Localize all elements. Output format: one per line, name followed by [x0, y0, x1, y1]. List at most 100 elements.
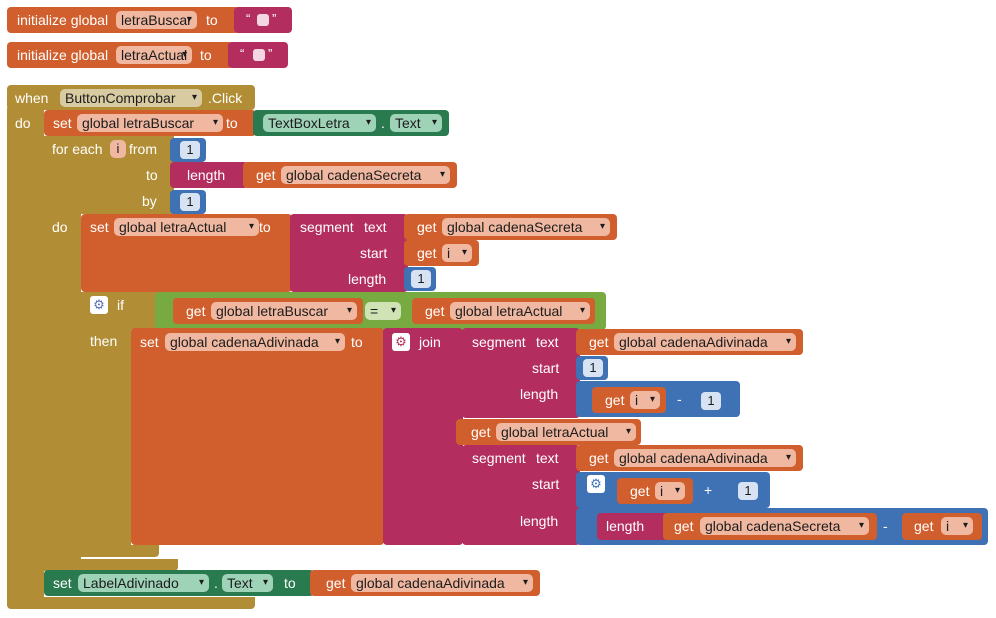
var-dropdown-global-cadenasecreta[interactable]: global cadenaSecreta: [281, 166, 450, 184]
by-keyword: by: [142, 193, 157, 209]
length-keyword: length: [606, 518, 645, 534]
var-dropdown-i[interactable]: i: [630, 391, 660, 409]
property-dropdown-text[interactable]: Text: [390, 114, 442, 132]
if-block-header[interactable]: ⚙ if: [81, 292, 159, 330]
number-minus-block[interactable]: 1: [692, 389, 728, 413]
init-global-letraactual-block[interactable]: initialize global letraActual to: [7, 42, 233, 68]
component-dropdown-buttoncomprobar[interactable]: ButtonComprobar: [60, 89, 202, 107]
number-start-block[interactable]: 1: [576, 356, 608, 380]
length-keyword: length: [520, 513, 559, 529]
when-keyword: when: [15, 90, 49, 106]
get-global-letraactual-1[interactable]: get global letraActual: [412, 298, 595, 324]
loop-var-i[interactable]: i: [110, 140, 126, 158]
component-dropdown-textboxletra[interactable]: TextBoxLetra: [263, 114, 376, 132]
get-keyword: get: [186, 303, 206, 319]
var-dropdown-i[interactable]: i: [941, 517, 973, 535]
number-by-block[interactable]: 1: [170, 190, 206, 214]
textboxletra-text-getter[interactable]: TextBoxLetra . Text: [253, 110, 449, 136]
property-dropdown-text[interactable]: Text: [222, 574, 273, 592]
set-global-letraactual-block[interactable]: set global letraActual to: [81, 214, 292, 292]
get-global-cadenasecreta-3[interactable]: get global cadenaSecreta: [663, 513, 877, 540]
number-plus-block[interactable]: 1: [729, 478, 765, 504]
var-dropdown-global-cadenaadivinada[interactable]: global cadenaAdivinada: [614, 333, 796, 351]
set-labeladivinado-text-block[interactable]: set LabelAdivinado . Text to: [44, 570, 314, 596]
number-length-block[interactable]: 1: [404, 267, 436, 291]
number-from-block[interactable]: 1: [170, 138, 206, 162]
number-value[interactable]: 1: [180, 141, 200, 159]
segment-block-3[interactable]: segment text start length: [462, 445, 580, 545]
var-dropdown-i[interactable]: i: [655, 482, 685, 500]
get-i-block-3[interactable]: get i: [617, 478, 693, 504]
var-dropdown-global-cadenaadivinada[interactable]: global cadenaAdivinada: [351, 574, 533, 592]
get-i-block-4[interactable]: get i: [902, 513, 982, 540]
empty-string-field[interactable]: [253, 49, 265, 61]
var-dropdown-global-cadenasecreta[interactable]: global cadenaSecreta: [700, 517, 869, 535]
var-dropdown-global-cadenasecreta[interactable]: global cadenaSecreta: [442, 218, 610, 236]
var-dropdown-global-letraactual[interactable]: global letraActual: [114, 218, 259, 236]
for-each-block-header[interactable]: for each i from to by: [44, 136, 174, 214]
var-name-letraactual[interactable]: letraActual: [116, 46, 193, 64]
open-quote: “: [246, 11, 251, 26]
click-event-label: .Click: [208, 90, 243, 106]
for-each-spine: do: [44, 212, 81, 562]
var-dropdown-global-letrabuscar[interactable]: global letraBuscar: [77, 114, 223, 132]
number-value[interactable]: 1: [180, 193, 200, 211]
gear-icon[interactable]: ⚙: [392, 333, 410, 351]
then-keyword: then: [90, 333, 118, 349]
to-keyword: to: [200, 47, 212, 63]
gear-icon[interactable]: ⚙: [90, 296, 108, 314]
number-value[interactable]: 1: [583, 359, 603, 377]
get-i-block-2[interactable]: get i: [592, 387, 666, 413]
var-dropdown-global-cadenaadivinada[interactable]: global cadenaAdivinada: [614, 449, 796, 467]
get-keyword: get: [674, 518, 694, 534]
set-global-cadenaadivinada-block[interactable]: set global cadenaAdivinada to: [131, 328, 384, 545]
text-keyword: text: [364, 219, 387, 235]
init-global-letrabuscar-block[interactable]: initialize global letraBuscar to: [7, 7, 239, 33]
component-dropdown-labeladivinado[interactable]: LabelAdivinado: [78, 574, 209, 592]
set-global-letrabuscar-block[interactable]: set global letraBuscar to: [44, 110, 256, 136]
segment-keyword: segment: [472, 450, 526, 466]
var-dropdown-i[interactable]: i: [442, 244, 472, 262]
length-block[interactable]: length: [170, 162, 248, 188]
get-i-block-1[interactable]: get i: [404, 240, 479, 266]
gear-icon[interactable]: ⚙: [587, 475, 605, 493]
empty-text-block-2[interactable]: “ ”: [228, 42, 288, 68]
get-global-cadenaadivinada-3[interactable]: get global cadenaAdivinada: [310, 570, 540, 596]
to-keyword: to: [206, 12, 218, 28]
open-quote: “: [240, 46, 245, 61]
get-global-letrabuscar[interactable]: get global letraBuscar: [173, 298, 363, 324]
number-value[interactable]: 1: [738, 482, 758, 500]
set-keyword: set: [53, 575, 72, 591]
set-keyword: set: [140, 334, 159, 350]
compare-operator-dropdown[interactable]: =: [365, 302, 401, 320]
dot-separator: .: [381, 115, 385, 131]
join-block[interactable]: ⚙ join: [383, 328, 463, 545]
get-global-cadenasecreta-1[interactable]: get global cadenaSecreta: [243, 162, 457, 188]
get-global-cadenaadivinada-2[interactable]: get global cadenaAdivinada: [576, 445, 803, 471]
var-dropdown-global-letrabuscar[interactable]: global letraBuscar: [211, 302, 357, 320]
segment-keyword: segment: [300, 219, 354, 235]
empty-string-field[interactable]: [257, 14, 269, 26]
var-dropdown-global-cadenaadivinada[interactable]: global cadenaAdivinada: [165, 333, 345, 351]
get-keyword: get: [256, 167, 276, 183]
get-global-cadenasecreta-2[interactable]: get global cadenaSecreta: [404, 214, 617, 240]
when-button-click-header[interactable]: when ButtonComprobar .Click: [7, 85, 255, 110]
var-dropdown-global-letraactual[interactable]: global letraActual: [450, 302, 590, 320]
for-each-footer: [44, 559, 178, 571]
var-dropdown-global-letraactual[interactable]: global letraActual: [496, 423, 636, 441]
var-name-letrabuscar[interactable]: letraBuscar: [116, 11, 197, 29]
get-keyword: get: [589, 450, 609, 466]
close-quote: ”: [272, 11, 277, 26]
empty-text-block-1[interactable]: “ ”: [234, 7, 292, 33]
length-block-2[interactable]: length: [597, 513, 669, 540]
get-global-letraactual-2[interactable]: get global letraActual: [456, 419, 641, 445]
number-value[interactable]: 1: [411, 270, 431, 288]
get-global-cadenaadivinada-1[interactable]: get global cadenaAdivinada: [576, 329, 803, 355]
init-keyword: initialize global: [17, 12, 109, 28]
segment-block-1[interactable]: segment text start length: [290, 214, 408, 292]
length-keyword: length: [187, 167, 226, 183]
for-each-keyword: for each: [52, 141, 103, 157]
number-value[interactable]: 1: [701, 392, 721, 410]
segment-block-2[interactable]: segment text start length: [462, 328, 580, 418]
get-keyword: get: [914, 518, 934, 534]
